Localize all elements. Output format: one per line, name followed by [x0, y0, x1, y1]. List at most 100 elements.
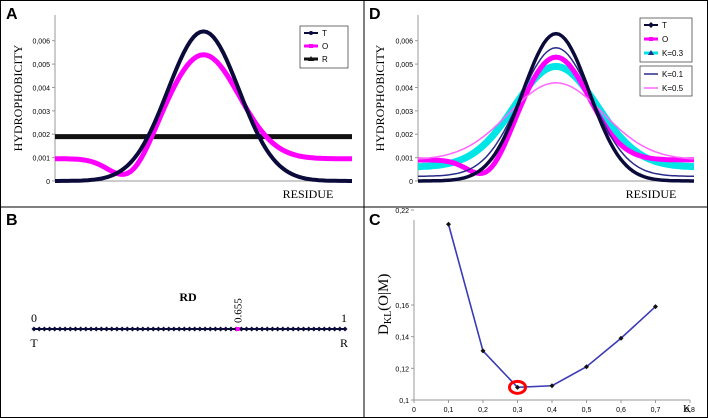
panel-letter-a: A [6, 6, 18, 23]
panel-b-dot [306, 326, 312, 332]
d-legend-label-k01: K=0.1 [662, 70, 684, 79]
panel-c-point [618, 335, 624, 341]
panel-d-y-tick-label: 0 [409, 179, 413, 186]
panel-a-line-t [55, 29, 352, 183]
panel-d-line-o [418, 54, 694, 177]
panel-a-legend: T O R [299, 25, 349, 69]
panel-c-y-tick-label: 0,16 [395, 303, 409, 310]
panel-c-x-tick-label: 0,2 [478, 407, 488, 414]
panel-b-dot [52, 326, 58, 332]
panel-b-dot [129, 326, 135, 332]
panel-a-y-tick-label: 0,003 [32, 109, 50, 116]
panel-c-x-label: K [683, 403, 691, 415]
panel-b-dot [212, 326, 218, 332]
panel-b-dot [301, 326, 307, 332]
panel-d-y-tick-label: 0,003 [395, 109, 413, 116]
panel-b-dot [83, 326, 89, 332]
panel-b-dot [342, 326, 348, 332]
panel-d-curves [417, 31, 695, 183]
panel-b-dot [280, 326, 286, 332]
panel-a-x-label: RESIDUE [283, 187, 334, 201]
panel-b-dot [290, 326, 296, 332]
panel-c-point [446, 221, 451, 227]
panel-b-dot [326, 326, 332, 332]
panel-c-point [549, 383, 555, 389]
panel-c-x-tick-label: 0,1 [444, 407, 454, 414]
panel-b-dot [207, 326, 213, 332]
panel-c-point [480, 348, 486, 354]
panel-b-dot [109, 326, 115, 332]
panel-b-dot [47, 326, 53, 332]
panel-a-line-o [55, 52, 352, 177]
panel-d: 0 0,001 0,002 0,003 0,004 0,005 0,006 HYDROPHO… [373, 15, 695, 201]
panel-d-y-tick-label: 0,006 [395, 39, 413, 46]
panel-b-dot [181, 326, 187, 332]
panel-b-dot [218, 326, 224, 332]
panel-c-x-tick-label: 0,4 [547, 407, 557, 414]
panel-letter-c: C [369, 212, 381, 229]
panel-d-line-t [418, 31, 694, 183]
panel-b-dot [31, 326, 37, 332]
panel-a-y-tick-label: 0,001 [32, 156, 50, 163]
panel-c-x-tick-label: 0,8 [685, 407, 695, 414]
panel-a-y-tick-label: 0,005 [32, 62, 50, 69]
panel-c-y-tick-label: 0,14 [395, 335, 409, 342]
panel-d-y-ticks: 0 0,001 0,002 0,003 0,004 0,005 0,006 [395, 39, 418, 186]
panel-b-dot [223, 326, 229, 332]
panel-b-left-label: T [30, 336, 38, 350]
panel-c-y-label-main: DKL(O|M) [376, 274, 394, 335]
panel-a: 0 0,001 0,002 0,003 0,004 0,005 0,006 HYDROPHO… [11, 15, 352, 201]
panel-b-dot [275, 326, 281, 332]
legend-marker-o [309, 44, 313, 48]
panel-d-x-label: RESIDUE [626, 187, 677, 201]
legend-label-t: T [322, 29, 327, 38]
panel-b-dot [57, 326, 63, 332]
panel-c-x-tick-label: 0,6 [616, 407, 626, 414]
legend-marker-t [309, 31, 313, 35]
panel-b-dot [316, 326, 322, 332]
panel-a-y-tick-label: 0,004 [32, 85, 50, 92]
panel-d-legend-1: T O K=0.3 [639, 17, 693, 63]
panel-b-dot [249, 326, 255, 332]
panel-d-line-k01 [418, 46, 694, 177]
panel-c-x-tick-label: 0,3 [513, 407, 523, 414]
panel-c-point [653, 304, 658, 310]
panel-b-dot [161, 326, 167, 332]
panel-b-dot [140, 326, 146, 332]
panel-b-dot [176, 326, 182, 332]
panel-c-point [515, 384, 520, 390]
panel-b-dot [269, 326, 275, 332]
panel-b-dot [285, 326, 291, 332]
panel-b-right-value: 1 [341, 311, 347, 325]
panel-b-dot [36, 326, 42, 332]
panel-c-plot [446, 221, 658, 395]
panel-b-dot [72, 326, 78, 332]
panel-c-point [584, 364, 589, 370]
panel-b-dot [145, 326, 151, 332]
panel-b-dot [114, 326, 120, 332]
panel-b-dot [135, 326, 141, 332]
panel-b-dot [150, 326, 156, 332]
legend-marker-r [308, 56, 314, 61]
panel-b-dot [124, 326, 130, 332]
panel-b-dot [192, 326, 198, 332]
panel-c-highlight-circle [508, 379, 527, 395]
panel-b-dot [41, 326, 47, 332]
panel-a-y-tick-label: 0 [46, 179, 50, 186]
panel-b-dot [93, 326, 99, 332]
panel-b-dot [311, 326, 317, 332]
panel-b-dot [67, 326, 73, 332]
panel-b-dot [295, 326, 301, 332]
panel-d-y-tick-label: 0,005 [395, 62, 413, 69]
panel-c-x-tick-label: 0,5 [582, 407, 592, 414]
panel-d-y-tick-label: 0,001 [395, 156, 413, 163]
panel-b-dot [259, 326, 265, 332]
panel-c-y-label: DKL(O|M) [376, 274, 394, 335]
panel-c-x-tick-label: 0,7 [651, 407, 661, 414]
panel-b: RD 0 1 T R 0.655 [30, 290, 348, 350]
d-legend-label-o: O [662, 35, 668, 44]
panel-d-y-tick-label: 0,004 [395, 85, 413, 92]
panel-b-dot [202, 326, 208, 332]
panel-c-line [447, 224, 657, 389]
panel-c-y-tick-label: 0,12 [395, 366, 409, 373]
